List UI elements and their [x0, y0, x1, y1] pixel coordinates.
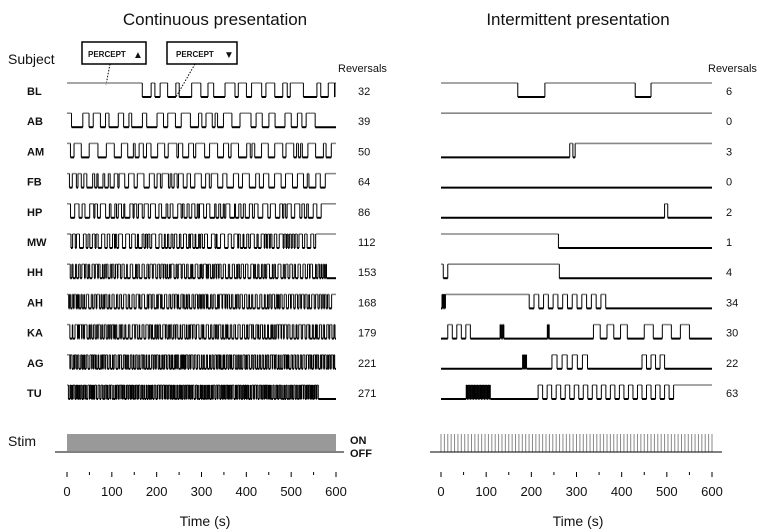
subject-label-mw: MW — [27, 237, 47, 249]
left-reversals-header: Reversals — [338, 63, 387, 75]
x-tick-label: 500 — [280, 484, 302, 499]
arrow-down-icon: ▼ — [224, 50, 234, 61]
x-tick-label: 300 — [566, 484, 588, 499]
percept-down-label: PERCEPT — [176, 50, 214, 59]
left-reversals-am: 50 — [358, 146, 370, 158]
right-reversals-ab: 0 — [726, 116, 732, 128]
x-tick-label: 600 — [701, 484, 723, 499]
left-reversals-hh: 153 — [358, 267, 376, 279]
stim-continuous-block — [67, 434, 336, 451]
x-tick-label: 500 — [656, 484, 678, 499]
left-traces — [67, 82, 336, 400]
left-reversals-hp: 86 — [358, 207, 370, 219]
subject-label-tu: TU — [27, 388, 42, 400]
left-panel-title: Continuous presentation — [123, 10, 307, 29]
x-tick-label: 400 — [611, 484, 633, 499]
x-tick-label: 100 — [475, 484, 497, 499]
stim-row-label: Stim — [8, 433, 36, 449]
right-reversals-am: 3 — [726, 146, 732, 158]
x-tick-label: 600 — [325, 484, 347, 499]
subject-label-bl: BL — [27, 86, 42, 98]
right-traces — [441, 82, 712, 400]
right-x-axis: 0 100 200 300 400 500 600 — [437, 472, 723, 499]
left-reversals-ah: 168 — [358, 297, 376, 309]
percept-up-label: PERCEPT — [88, 50, 126, 59]
left-x-axis-title: Time (s) — [180, 513, 231, 529]
right-reversals-ka: 30 — [726, 328, 738, 340]
x-tick-label: 100 — [101, 484, 123, 499]
percept-up-pointer — [105, 63, 111, 86]
right-reversals-header: Reversals — [708, 63, 757, 75]
right-reversals-ah: 34 — [726, 297, 738, 309]
x-tick-label: 0 — [63, 484, 70, 499]
x-tick-label: 300 — [191, 484, 213, 499]
left-reversals-tu: 271 — [358, 388, 376, 400]
right-reversals-hh: 4 — [726, 267, 732, 279]
subject-label-am: AM — [27, 146, 44, 158]
stim-intermittent-pulses — [440, 434, 713, 452]
subject-label-ka: KA — [27, 328, 43, 340]
x-tick-label: 200 — [520, 484, 542, 499]
left-x-axis: 0 100 200 300 400 500 600 — [63, 472, 347, 499]
left-reversals-ka: 179 — [358, 328, 376, 340]
left-reversals-mw: 112 — [358, 237, 376, 249]
percept-up-box: PERCEPT ▲ — [81, 41, 147, 65]
x-tick-label: 200 — [146, 484, 168, 499]
stim-on-label: ON — [350, 435, 367, 447]
left-reversals-ab: 39 — [358, 116, 370, 128]
percept-down-pointer — [175, 63, 196, 98]
right-reversals-mw: 1 — [726, 237, 732, 249]
left-reversals-ag: 221 — [358, 358, 376, 370]
left-reversals-fb: 64 — [358, 177, 370, 189]
subject-row-label: Subject — [8, 51, 55, 67]
x-tick-label: 400 — [235, 484, 257, 499]
subject-label-ah: AH — [27, 297, 43, 309]
subject-label-hp: HP — [27, 207, 42, 219]
percept-down-box: PERCEPT ▼ — [166, 41, 238, 65]
subject-label-ab: AB — [27, 116, 43, 128]
right-reversals-bl: 6 — [726, 86, 732, 98]
arrow-up-icon: ▲ — [133, 50, 143, 61]
right-reversals-fb: 0 — [726, 177, 732, 189]
right-x-axis-title: Time (s) — [553, 513, 604, 529]
right-panel-title: Intermittent presentation — [486, 10, 669, 29]
x-tick-label: 0 — [437, 484, 444, 499]
subject-label-fb: FB — [27, 177, 42, 189]
right-reversals-tu: 63 — [726, 388, 738, 400]
subject-label-ag: AG — [27, 358, 44, 370]
subject-label-hh: HH — [27, 267, 43, 279]
stim-off-label: OFF — [350, 448, 372, 460]
left-reversals-bl: 32 — [358, 86, 370, 98]
right-reversals-hp: 2 — [726, 207, 732, 219]
right-reversals-ag: 22 — [726, 358, 738, 370]
